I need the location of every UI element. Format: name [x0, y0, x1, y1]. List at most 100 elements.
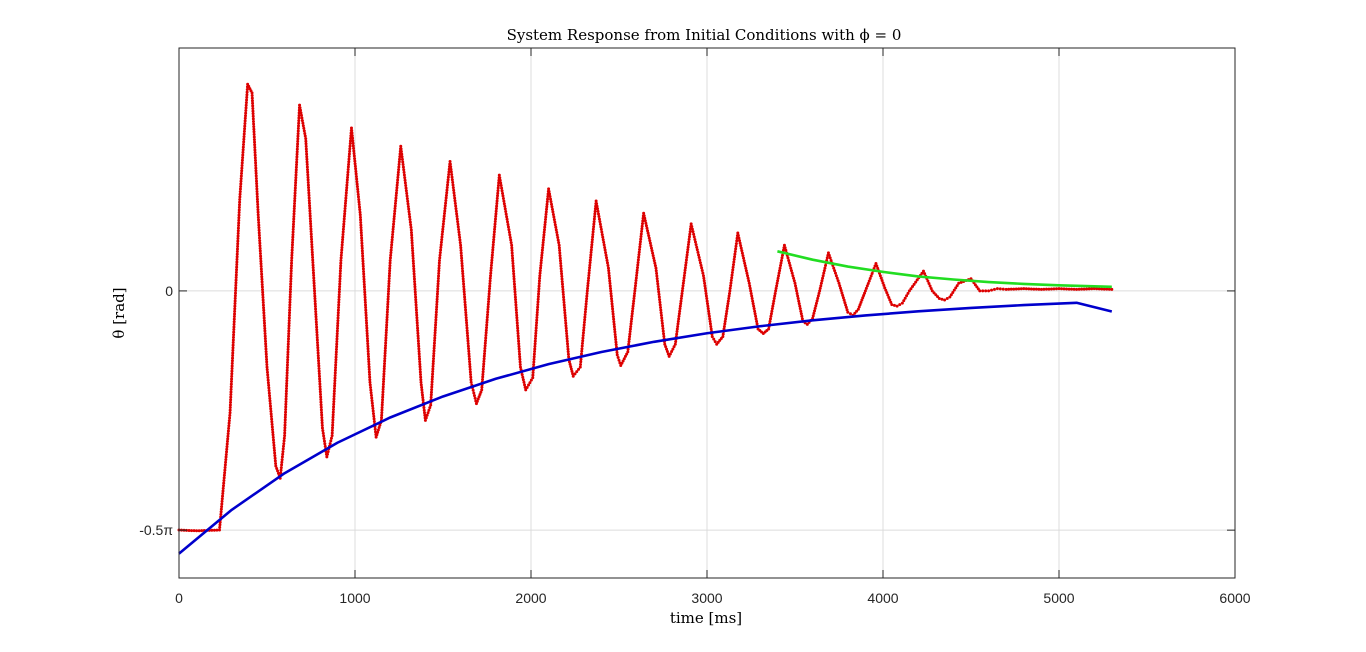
data-point [295, 147, 299, 151]
data-point [341, 227, 345, 231]
data-point [358, 215, 362, 219]
data-point [771, 302, 775, 306]
data-point [256, 215, 260, 219]
data-point [429, 390, 433, 394]
data-point [1072, 287, 1076, 291]
data-point [405, 191, 409, 195]
data-point [443, 206, 447, 210]
data-point [356, 190, 360, 194]
data-point [604, 251, 608, 255]
data-point [471, 388, 475, 392]
data-point [268, 402, 272, 406]
x-tick-label: 1000 [339, 590, 370, 606]
data-point [690, 227, 694, 231]
chart-title: System Response from Initial Conditions … [507, 26, 902, 44]
data-point [559, 264, 563, 268]
data-point [242, 132, 246, 136]
data-point [454, 204, 458, 208]
data-point [605, 258, 609, 262]
data-point [589, 253, 593, 257]
data-point [774, 286, 778, 290]
data-point [386, 305, 390, 309]
data-point [260, 280, 264, 284]
data-point [540, 251, 544, 255]
data-point [496, 183, 500, 187]
data-point [367, 357, 371, 361]
data-point [493, 222, 497, 226]
data-point [990, 288, 994, 292]
data-point [504, 212, 508, 216]
data-point [1012, 287, 1016, 291]
data-point [635, 271, 639, 275]
data-point [312, 284, 316, 288]
data-point [287, 313, 291, 317]
data-point [681, 284, 685, 288]
data-point [460, 261, 464, 265]
data-point [755, 319, 759, 323]
data-point [739, 246, 743, 250]
data-point [559, 267, 563, 271]
data-point [241, 150, 245, 154]
data-point [601, 235, 605, 239]
data-point [777, 274, 781, 278]
data-point [359, 228, 363, 232]
data-point [627, 342, 631, 346]
data-point [435, 292, 439, 296]
data-point [861, 296, 865, 300]
data-point [792, 276, 796, 280]
data-point [438, 251, 442, 255]
data-point [695, 248, 699, 252]
data-point [232, 328, 236, 332]
data-point [584, 299, 588, 303]
data-point [305, 152, 309, 156]
data-point [463, 305, 467, 309]
data-point [704, 294, 708, 298]
data-point [403, 181, 407, 185]
data-point [289, 269, 293, 273]
data-point [880, 279, 884, 283]
data-point [307, 186, 311, 190]
data-point [930, 289, 934, 293]
data-point [628, 335, 632, 339]
data-point [432, 344, 436, 348]
data-point [431, 370, 435, 374]
data-point [640, 229, 644, 233]
data-point [727, 294, 731, 298]
data-point [753, 309, 757, 313]
data-point [633, 289, 637, 293]
data-point [595, 204, 599, 208]
data-point [320, 426, 324, 430]
data-point [453, 201, 457, 205]
data-point [440, 235, 444, 239]
data-point [356, 192, 360, 196]
data-point [820, 279, 824, 283]
data-point [334, 358, 338, 362]
data-point [693, 237, 697, 241]
data-point [791, 274, 795, 278]
data-point [461, 272, 465, 276]
data-point [252, 138, 256, 142]
data-point [230, 372, 234, 376]
data-point [563, 308, 567, 312]
data-point [251, 106, 255, 110]
data-point [269, 415, 273, 419]
data-point [335, 332, 339, 336]
data-point [794, 284, 798, 288]
data-point [712, 337, 716, 341]
data-point [272, 443, 276, 447]
data-point [231, 351, 235, 355]
data-point [444, 196, 448, 200]
data-point [537, 284, 541, 288]
data-point [513, 285, 517, 289]
data-point [405, 194, 409, 198]
data-point [441, 222, 445, 226]
data-point [319, 403, 323, 407]
data-point [583, 318, 587, 322]
data-point [512, 280, 516, 284]
data-point [460, 264, 464, 268]
data-point [419, 383, 423, 387]
data-point [221, 492, 225, 496]
data-point [299, 108, 303, 112]
data-point [1007, 287, 1011, 291]
data-point [769, 314, 773, 318]
